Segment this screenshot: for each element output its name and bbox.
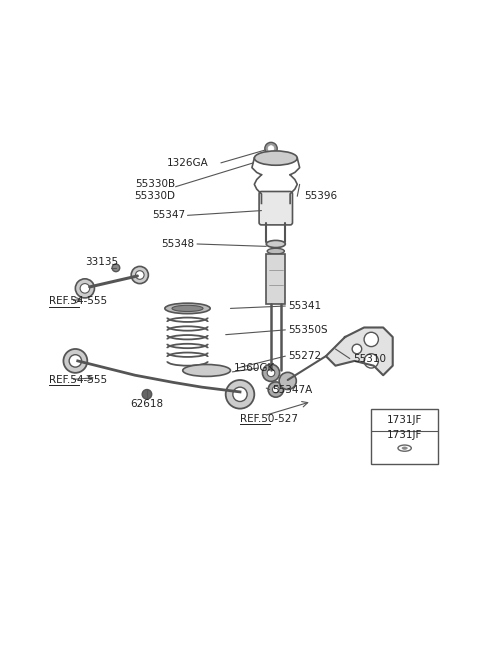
Text: 55347: 55347: [152, 210, 185, 220]
Text: 1731JF: 1731JF: [387, 430, 422, 440]
Text: 1326GA: 1326GA: [167, 158, 209, 168]
Ellipse shape: [254, 151, 297, 165]
Text: 55341: 55341: [288, 301, 321, 311]
Ellipse shape: [267, 248, 284, 254]
Bar: [371, 409, 438, 464]
Circle shape: [80, 284, 90, 293]
Circle shape: [268, 382, 283, 397]
Circle shape: [75, 279, 95, 298]
Text: REF.54-555: REF.54-555: [49, 375, 107, 385]
Ellipse shape: [165, 303, 210, 314]
Text: 62618: 62618: [131, 399, 164, 409]
Ellipse shape: [398, 445, 411, 451]
Circle shape: [364, 332, 378, 346]
Circle shape: [69, 355, 82, 367]
Text: 55396: 55396: [304, 191, 337, 201]
Text: 55347A: 55347A: [272, 386, 312, 396]
Text: 55350S: 55350S: [288, 325, 327, 335]
Text: 55330B: 55330B: [135, 179, 176, 189]
Ellipse shape: [183, 364, 230, 377]
Circle shape: [265, 142, 277, 155]
Ellipse shape: [402, 447, 407, 449]
Text: 1731JF: 1731JF: [387, 415, 422, 424]
Ellipse shape: [266, 240, 285, 248]
Circle shape: [364, 354, 378, 368]
Circle shape: [226, 380, 254, 409]
Text: 1360GK: 1360GK: [234, 363, 275, 373]
FancyBboxPatch shape: [259, 191, 292, 225]
Text: 55310: 55310: [353, 354, 386, 364]
Circle shape: [273, 386, 279, 393]
Bar: [266, 253, 285, 304]
Text: 55330D: 55330D: [134, 191, 176, 201]
Circle shape: [135, 271, 144, 279]
Text: 55272: 55272: [288, 351, 321, 361]
Text: 55348: 55348: [162, 239, 195, 249]
Circle shape: [63, 349, 87, 373]
Circle shape: [233, 387, 247, 402]
Circle shape: [112, 264, 120, 272]
Circle shape: [142, 390, 152, 399]
Text: REF.50-527: REF.50-527: [240, 414, 298, 424]
Circle shape: [268, 145, 274, 151]
Circle shape: [279, 372, 296, 390]
Circle shape: [131, 267, 148, 284]
Circle shape: [352, 345, 362, 354]
Circle shape: [267, 369, 275, 377]
Text: REF.54-555: REF.54-555: [49, 296, 107, 307]
Ellipse shape: [172, 305, 203, 312]
Polygon shape: [326, 328, 393, 375]
Circle shape: [263, 364, 280, 381]
Text: 33135: 33135: [85, 257, 118, 267]
